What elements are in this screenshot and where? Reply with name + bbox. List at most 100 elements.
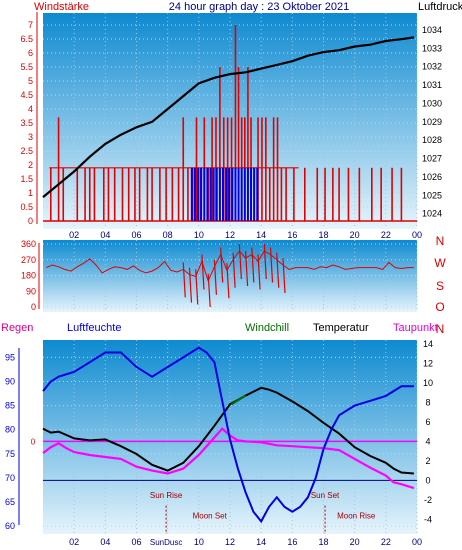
pressure-line [42, 36, 415, 198]
temperature-y-tick-label: 2 [425, 456, 430, 466]
legend-windchill: Windchill [245, 322, 289, 334]
windchill-line [231, 394, 247, 406]
temperature-y-tick-label: 8 [425, 397, 430, 407]
wind-x-tick-label: 02 [69, 230, 79, 240]
pressure-y-tick-label: 1030 [422, 98, 442, 108]
direction-spike [213, 259, 218, 295]
wind-x-tick-label: 20 [350, 230, 360, 240]
humidity-y-tick-label: 65 [5, 497, 15, 507]
direction-spike [207, 273, 211, 308]
temperature-y-tick-label: -2 [424, 495, 432, 505]
humidity-y-tick-label: 95 [5, 352, 15, 362]
pressure-y-tick-label: 1033 [422, 43, 442, 53]
direction-spike [244, 250, 249, 287]
climate-x-tick-label: 14 [256, 537, 266, 547]
wind-y-tick-label: 6.5 [20, 34, 33, 44]
wind-x-tick-label: 12 [225, 230, 235, 240]
climate-x-tick-label: 10 [194, 537, 204, 547]
climate-x-tick-label: 00 [412, 537, 422, 547]
luftfeuchte-line [42, 346, 414, 524]
humidity-y-tick-label: 75 [5, 449, 15, 459]
pressure-y-tick-label: 1034 [422, 25, 442, 35]
direction-grid [43, 240, 418, 312]
annotation-label: Moon Rise [337, 511, 376, 520]
temperature-y-tick-label: 0 [425, 475, 430, 485]
temperature-y-tick-label: 6 [425, 417, 430, 427]
wind-x-tick-label: 00 [412, 230, 422, 240]
wind-y-tick-label: 2 [28, 160, 33, 170]
direction-spike [269, 247, 274, 283]
annotation-label: SunDusc [150, 538, 182, 547]
wind-y-tick-label: 1 [28, 188, 33, 198]
wind-y-tick-label: 4.5 [20, 90, 33, 100]
annotation-label: Sun Rise [150, 491, 183, 500]
graph-title: 24 hour graph day : 23 Oktober 2021 [169, 1, 349, 13]
wind-y-tick-label: 3.5 [20, 118, 33, 128]
humidity-y-tick-label: 90 [5, 376, 15, 386]
windstaerke-label: Windstärke [34, 1, 89, 13]
legend-luftfeuchte: Luftfeuchte [67, 322, 121, 334]
direction-y-tick-label: 90 [26, 286, 36, 296]
wind-x-tick-label: 14 [256, 230, 266, 240]
direction-spike [201, 254, 205, 290]
wind-x-tick-label: 06 [131, 230, 141, 240]
direction-spike [263, 243, 267, 280]
climate-x-tick-label: 12 [225, 537, 235, 547]
humidity-y-axis: 60 65 70 75 80 85 90 95 [5, 352, 15, 531]
wind-y-tick-label: 3 [28, 132, 33, 142]
wind-x-axis: 02 04 06 08 10 12 14 16 18 20 22 00 [69, 230, 422, 240]
pressure-y-tick-label: 1027 [422, 154, 442, 164]
legend-taupunkt: Taupunkt [393, 322, 438, 334]
climate-x-tick-label: 04 [100, 537, 110, 547]
humidity-y-tick-label: 80 [5, 425, 15, 435]
direction-spike [195, 269, 199, 305]
direction-spike [257, 254, 261, 290]
climate-x-tick-label: 18 [318, 537, 328, 547]
wind-y-tick-label: 0.5 [20, 202, 33, 212]
direction-y-tick-label: 360 [21, 239, 36, 249]
compass-label: N [436, 322, 445, 336]
humidity-y-tick-label: 85 [5, 401, 15, 411]
direction-y-axis: 0 90 180 270 360 [21, 239, 36, 312]
annotation-label: Moon Set [193, 511, 228, 520]
climate-x-tick-label: 02 [69, 537, 79, 547]
direction-spike [188, 267, 193, 303]
pressure-y-tick-label: 1032 [422, 62, 442, 72]
direction-spike [220, 247, 224, 283]
direction-spike [182, 262, 186, 298]
humidity-y-tick-label: 70 [5, 473, 15, 483]
direction-spike [226, 263, 230, 299]
pressure-y-tick-label: 1028 [422, 135, 442, 145]
pressure-y-tick-label: 1029 [422, 117, 442, 127]
taupunkt-line [42, 427, 415, 490]
wind-x-tick-label: 10 [194, 230, 204, 240]
legend-temperatur: Temperatur [313, 322, 369, 334]
wind-x-tick-label: 08 [163, 230, 173, 240]
direction-bars [182, 243, 286, 308]
legend-regen: Regen [1, 322, 33, 334]
pressure-y-tick-label: 1025 [422, 190, 442, 200]
direction-spike [232, 252, 236, 288]
astro-annotations: Sun Rise Moon Set Sun Set Moon Rise SunDusc [150, 491, 376, 547]
humidity-y-tick-label: 60 [5, 521, 15, 531]
wind-y-tick-label: 4 [28, 104, 33, 114]
wind-y-tick-label: 6 [28, 48, 33, 58]
climate-x-tick-label: 20 [350, 537, 360, 547]
annotation-label: Sun Set [311, 491, 340, 500]
direction-spike [251, 247, 255, 283]
compass-label: W [434, 256, 446, 270]
wind-y-tick-label: 5.5 [20, 62, 33, 72]
wind-y-tick-label: 2.5 [20, 146, 33, 156]
wind-x-tick-label: 18 [318, 230, 328, 240]
compass-label: S [436, 279, 444, 293]
climate-x-axis: 02 04 06 10 12 14 16 18 20 22 00 [69, 537, 422, 547]
pressure-y-tick-label: 1024 [422, 209, 442, 219]
temperature-y-tick-label: -4 [424, 514, 432, 524]
wind-x-tick-label: 22 [381, 230, 391, 240]
wind-y-tick-label: 1.5 [20, 174, 33, 184]
temperature-y-tick-label: 4 [425, 436, 430, 446]
direction-spike [238, 243, 242, 280]
wind-x-tick-label: 04 [100, 230, 110, 240]
